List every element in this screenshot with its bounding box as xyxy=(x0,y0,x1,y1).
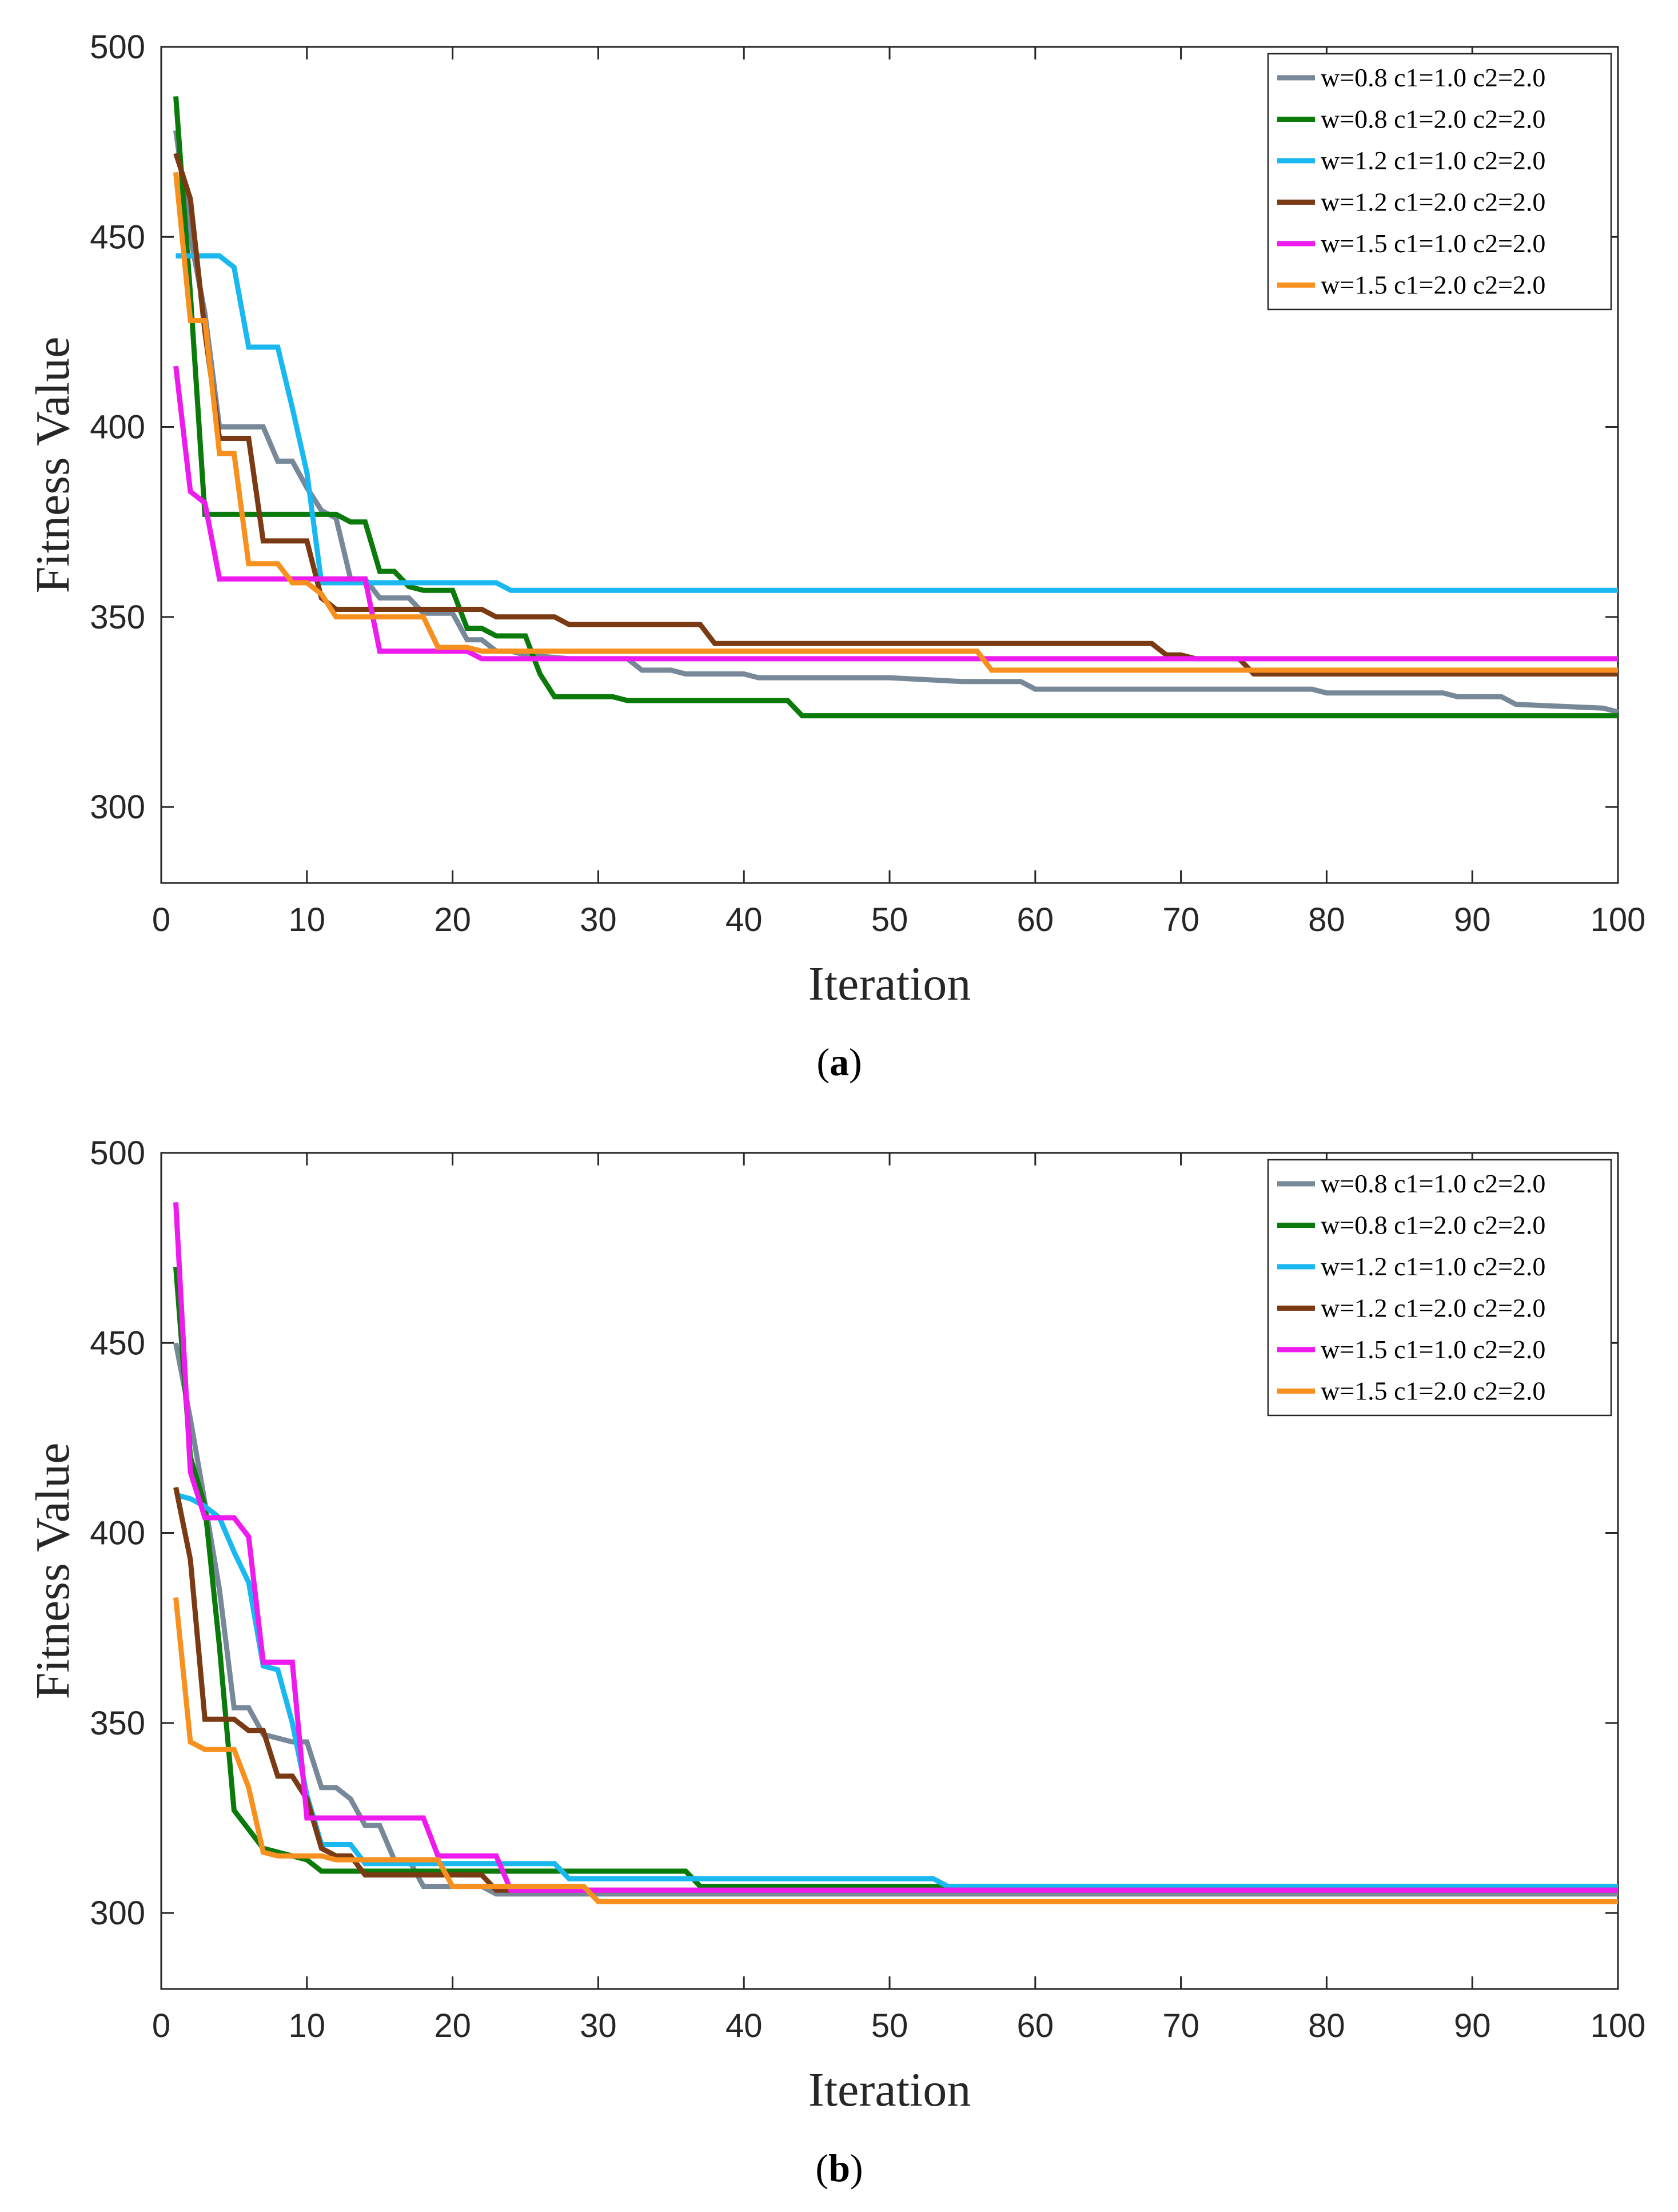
x-tick-label: 40 xyxy=(726,2007,763,2044)
legend: w=0.8 c1=1.0 c2=2.0 w=0.8 c1=2.0 c2=2.0 w=… xyxy=(1267,53,1612,311)
series-line-4 xyxy=(173,1486,1618,1893)
y-tick-label: 350 xyxy=(90,1705,145,1742)
x-tick-label: 0 xyxy=(152,2007,170,2044)
x-tick-label: 20 xyxy=(434,2007,471,2044)
x-tick-label: 30 xyxy=(580,2007,617,2044)
legend-label: w=1.2 c1=1.0 c2=2.0 xyxy=(1321,1252,1545,1281)
y-axis-title: Fitness Value xyxy=(26,337,79,594)
y-ticks: 300 350 400 450 500 xyxy=(90,29,1618,826)
series-line-5 xyxy=(173,365,1618,662)
x-tick-label: 0 xyxy=(152,901,170,938)
panel-caption: (b) xyxy=(815,2146,863,2190)
legend-label: w=0.8 c1=2.0 c2=2.0 xyxy=(1321,1211,1545,1240)
x-tick-label: 90 xyxy=(1454,901,1491,938)
series-lines xyxy=(173,1202,1618,1904)
x-tick-label: 70 xyxy=(1162,2007,1199,2044)
y-tick-label: 400 xyxy=(90,409,145,446)
y-tick-label: 450 xyxy=(90,1324,145,1362)
y-tick-label: 450 xyxy=(90,218,145,256)
x-tick-label: 60 xyxy=(1017,2007,1054,2044)
legend-label: w=1.2 c1=2.0 c2=2.0 xyxy=(1321,1294,1545,1323)
x-tick-label: 40 xyxy=(726,901,763,938)
y-tick-label: 400 xyxy=(90,1515,145,1552)
x-tick-label: 60 xyxy=(1017,901,1054,938)
y-tick-label: 500 xyxy=(90,29,145,66)
chart-b: 0 10 20 30 40 50 60 70 80 90 100 300 350 400 450 500 F… xyxy=(26,1135,1646,2190)
series-line-3 xyxy=(175,1492,1618,1889)
legend-label: w=1.5 c1=1.0 c2=2.0 xyxy=(1321,1335,1545,1364)
legend-label: w=1.2 c1=2.0 c2=2.0 xyxy=(1321,188,1545,217)
y-tick-label: 300 xyxy=(90,1895,145,1932)
panel-caption-letter: b xyxy=(828,2146,850,2190)
x-tick-label: 100 xyxy=(1591,901,1646,938)
panel-caption: (a) xyxy=(816,1040,862,1084)
series-line-6 xyxy=(173,1597,1618,1904)
legend-label: w=0.8 c1=1.0 c2=2.0 xyxy=(1321,63,1545,92)
legend-label: w=1.5 c1=1.0 c2=2.0 xyxy=(1321,229,1545,258)
series-line-1 xyxy=(173,1342,1618,1897)
legend-label: w=1.5 c1=2.0 c2=2.0 xyxy=(1321,270,1545,300)
y-tick-label: 500 xyxy=(90,1135,145,1172)
y-axis-title: Fitness Value xyxy=(26,1443,79,1700)
legend-label: w=0.8 c1=2.0 c2=2.0 xyxy=(1321,105,1545,134)
x-tick-label: 10 xyxy=(289,2007,326,2044)
series-lines xyxy=(173,96,1619,719)
series-line-3 xyxy=(176,253,1618,593)
legend-label: w=1.5 c1=2.0 c2=2.0 xyxy=(1321,1376,1545,1406)
legend-label: w=0.8 c1=1.0 c2=2.0 xyxy=(1321,1169,1545,1198)
chart-a: 0 10 20 30 40 50 60 70 80 90 100 300 350 400 450 500 F… xyxy=(26,29,1646,1084)
x-tick-label: 20 xyxy=(434,901,471,938)
legend-label: w=1.2 c1=1.0 c2=2.0 xyxy=(1321,146,1545,175)
x-tick-label: 80 xyxy=(1308,901,1345,938)
legend-box xyxy=(1267,1159,1612,1417)
y-tick-label: 350 xyxy=(90,599,145,636)
x-ticks: 0 10 20 30 40 50 60 70 80 90 100 xyxy=(152,47,1646,938)
x-tick-label: 30 xyxy=(580,901,617,938)
x-tick-label: 80 xyxy=(1308,2007,1345,2044)
x-tick-label: 50 xyxy=(871,901,908,938)
x-axis-title: Iteration xyxy=(808,957,971,1010)
y-tick-label: 300 xyxy=(90,789,145,826)
x-tick-label: 70 xyxy=(1162,901,1199,938)
x-tick-label: 100 xyxy=(1591,2007,1646,2044)
x-tick-label: 90 xyxy=(1454,2007,1491,2044)
x-axis-title: Iteration xyxy=(808,2063,971,2116)
series-line-5 xyxy=(173,1202,1618,1893)
x-tick-label: 10 xyxy=(289,901,326,938)
legend: w=0.8 c1=1.0 c2=2.0 w=0.8 c1=2.0 c2=2.0 w=… xyxy=(1267,1159,1612,1417)
legend-box xyxy=(1267,53,1612,311)
x-ticks: 0 10 20 30 40 50 60 70 80 90 100 xyxy=(152,1153,1646,2044)
panel-caption-letter: a xyxy=(830,1040,849,1084)
series-line-6 xyxy=(173,172,1618,673)
x-tick-label: 50 xyxy=(871,2007,908,2044)
y-ticks: 300 350 400 450 500 xyxy=(90,1135,1618,1932)
